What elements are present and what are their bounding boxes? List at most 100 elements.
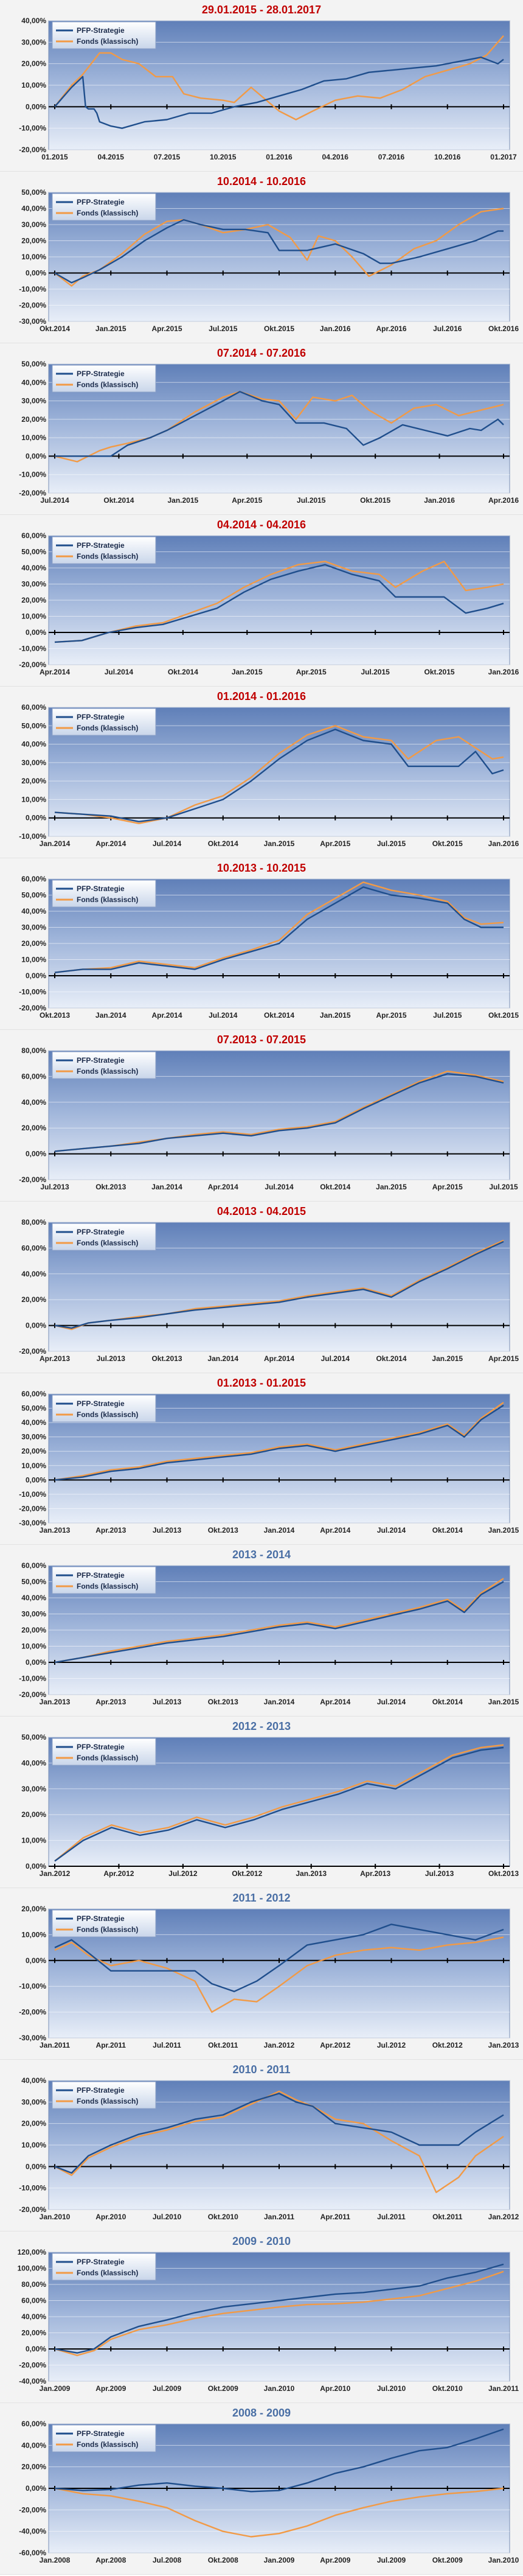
x-tick-label: Apr.2013 (95, 1698, 126, 1706)
x-tick-label: 01.2015 (41, 153, 68, 161)
x-tick-label: Okt.2012 (432, 2041, 463, 2049)
x-tick-label: Jul.2013 (153, 1526, 182, 1535)
y-tick-label: -20,00% (19, 2505, 46, 2514)
x-tick-label: Jan.2016 (488, 839, 519, 848)
series-line-fund (54, 1578, 504, 1664)
x-tick-label: Jul.2015 (433, 1011, 462, 1020)
x-tick-label: Jan.2014 (95, 1011, 126, 1020)
legend-label-fund: Fonds (klassisch) (77, 37, 138, 46)
y-tick-label: 40,00% (21, 2076, 46, 2085)
chart-panel: 04.2014 - 04.2016 60,00% 50,00% 40,00% 30,00… (0, 515, 523, 687)
y-tick-label: 30,00% (21, 1610, 46, 1619)
y-tick-label: 40,00% (21, 907, 46, 915)
y-tick-label: -20,00% (19, 1175, 46, 1184)
x-tick-label: Jul.2015 (361, 668, 390, 676)
chart-panel: 10.2013 - 10.2015 60,00% 50,00% 40,00% 30,00… (0, 858, 523, 1030)
y-tick-label: -10,00% (19, 832, 46, 841)
y-tick-label: 0,00% (26, 269, 46, 278)
x-tick-label: Jan.2014 (40, 839, 71, 848)
x-tick-label: Apr.2015 (296, 668, 327, 676)
chart-svg: 10.2014 - 10.2016 50,00% 40,00% 30,00% 20,00… (19, 175, 519, 333)
x-tick-label: Apr.2013 (95, 1526, 126, 1535)
legend-label-strategy: PFP-Strategie (77, 1228, 125, 1236)
x-tick-label: Jan.2015 (264, 839, 295, 848)
chart-title: 04.2013 - 04.2015 (217, 1205, 306, 1217)
x-tick-label: Jan.2015 (232, 668, 263, 676)
x-tick-label: Apr.2016 (376, 324, 406, 333)
y-tick-label: 30,00% (21, 220, 46, 229)
x-tick-label: Jul.2014 (265, 1183, 294, 1191)
y-tick-label: 30,00% (21, 2098, 46, 2106)
x-tick-label: Jul.2014 (377, 1698, 406, 1706)
chart-svg: 07.2014 - 07.2016 50,00% 40,00% 30,00% 20,00… (19, 347, 519, 505)
y-tick-label: 20,00% (21, 1295, 46, 1304)
x-tick-label: Apr.2012 (320, 2041, 350, 2049)
legend-label-fund: Fonds (klassisch) (77, 552, 138, 561)
series-line-strategy (54, 2428, 504, 2493)
series-line-fund (54, 1744, 504, 1862)
x-tick-label: Apr.2014 (320, 1698, 350, 1706)
x-tick-label: Jul.2015 (209, 324, 238, 333)
x-tick-label: Okt.2013 (40, 1011, 70, 1020)
y-tick-label: 30,00% (21, 1785, 46, 1793)
chart-panel: 10.2014 - 10.2016 50,00% 40,00% 30,00% 20,00… (0, 172, 523, 343)
x-tick-label: Jul.2014 (377, 1526, 406, 1535)
y-tick-label: 20,00% (21, 237, 46, 245)
y-tick-label: 60,00% (21, 531, 46, 540)
chart-svg: 2010 - 2011 40,00% 30,00% 20,00% 10,00% 0,00%… (19, 2063, 519, 2221)
chart-svg: 2013 - 2014 60,00% 50,00% 40,00% 30,00% 20,00… (19, 1549, 519, 1706)
x-tick-label: Apr.2015 (376, 1011, 406, 1020)
x-tick-label: Okt.2014 (376, 1354, 406, 1363)
x-tick-label: Jan.2010 (488, 2556, 519, 2564)
legend-label-strategy: PFP-Strategie (77, 26, 125, 35)
y-tick-label: 40,00% (21, 378, 46, 387)
y-tick-label: 20,00% (21, 415, 46, 424)
series-line-fund (54, 1936, 504, 2013)
y-tick-label: 10,00% (21, 253, 46, 261)
x-tick-label: Okt.2014 (40, 324, 70, 333)
x-tick-label: 07.2015 (154, 153, 181, 161)
y-tick-label: 20,00% (21, 1447, 46, 1455)
x-tick-label: Jan.2011 (264, 2213, 294, 2221)
legend-label-strategy: PFP-Strategie (77, 2086, 125, 2095)
y-tick-label: 60,00% (21, 1390, 46, 1398)
y-tick-label: 50,00% (21, 188, 46, 197)
x-tick-label: Okt.2013 (95, 1183, 126, 1191)
legend-label-strategy: PFP-Strategie (77, 884, 125, 893)
y-tick-label: 60,00% (21, 1244, 46, 1252)
chart-title: 01.2014 - 01.2016 (217, 690, 306, 702)
x-tick-label: Jan.2014 (207, 1354, 238, 1363)
x-tick-label: Okt.2014 (103, 496, 134, 505)
chart-svg: 2008 - 2009 60,00% 40,00% 20,00% 0,00% -20,00… (19, 2407, 519, 2564)
x-tick-label: Apr.2009 (320, 2556, 350, 2564)
y-tick-label: -10,00% (19, 2184, 46, 2193)
y-tick-label: 10,00% (21, 1836, 46, 1845)
x-tick-label: Jul.2013 (425, 1869, 454, 1878)
legend-label-fund: Fonds (klassisch) (77, 380, 138, 389)
series-line-fund (54, 208, 504, 287)
x-tick-label: Jan.2015 (167, 496, 198, 505)
y-tick-label: 20,00% (21, 2119, 46, 2128)
x-tick-label: 01.2016 (266, 153, 293, 161)
y-tick-label: -20,00% (19, 2008, 46, 2017)
legend (52, 21, 156, 49)
y-tick-label: 80,00% (21, 1218, 46, 1227)
series-line-strategy (54, 56, 504, 129)
x-tick-label: Jul.2011 (377, 2213, 406, 2221)
series-line-strategy (54, 1581, 504, 1664)
y-tick-label: -20,00% (19, 1504, 46, 1513)
y-tick-label: 80,00% (21, 1046, 46, 1055)
y-tick-label: 60,00% (21, 703, 46, 712)
x-tick-label: Jul.2010 (153, 2213, 182, 2221)
x-tick-label: Apr.2015 (151, 324, 182, 333)
chart-title: 07.2014 - 07.2016 (217, 347, 306, 359)
y-tick-label: -20,00% (19, 489, 46, 497)
y-tick-label: -10,00% (19, 988, 46, 996)
x-tick-label: Jan.2009 (264, 2556, 295, 2564)
x-tick-label: Jan.2016 (320, 324, 351, 333)
chart-title: 10.2014 - 10.2016 (217, 175, 306, 187)
series-line-fund (54, 1402, 504, 1481)
y-tick-label: 20,00% (21, 596, 46, 604)
legend (52, 2253, 156, 2281)
